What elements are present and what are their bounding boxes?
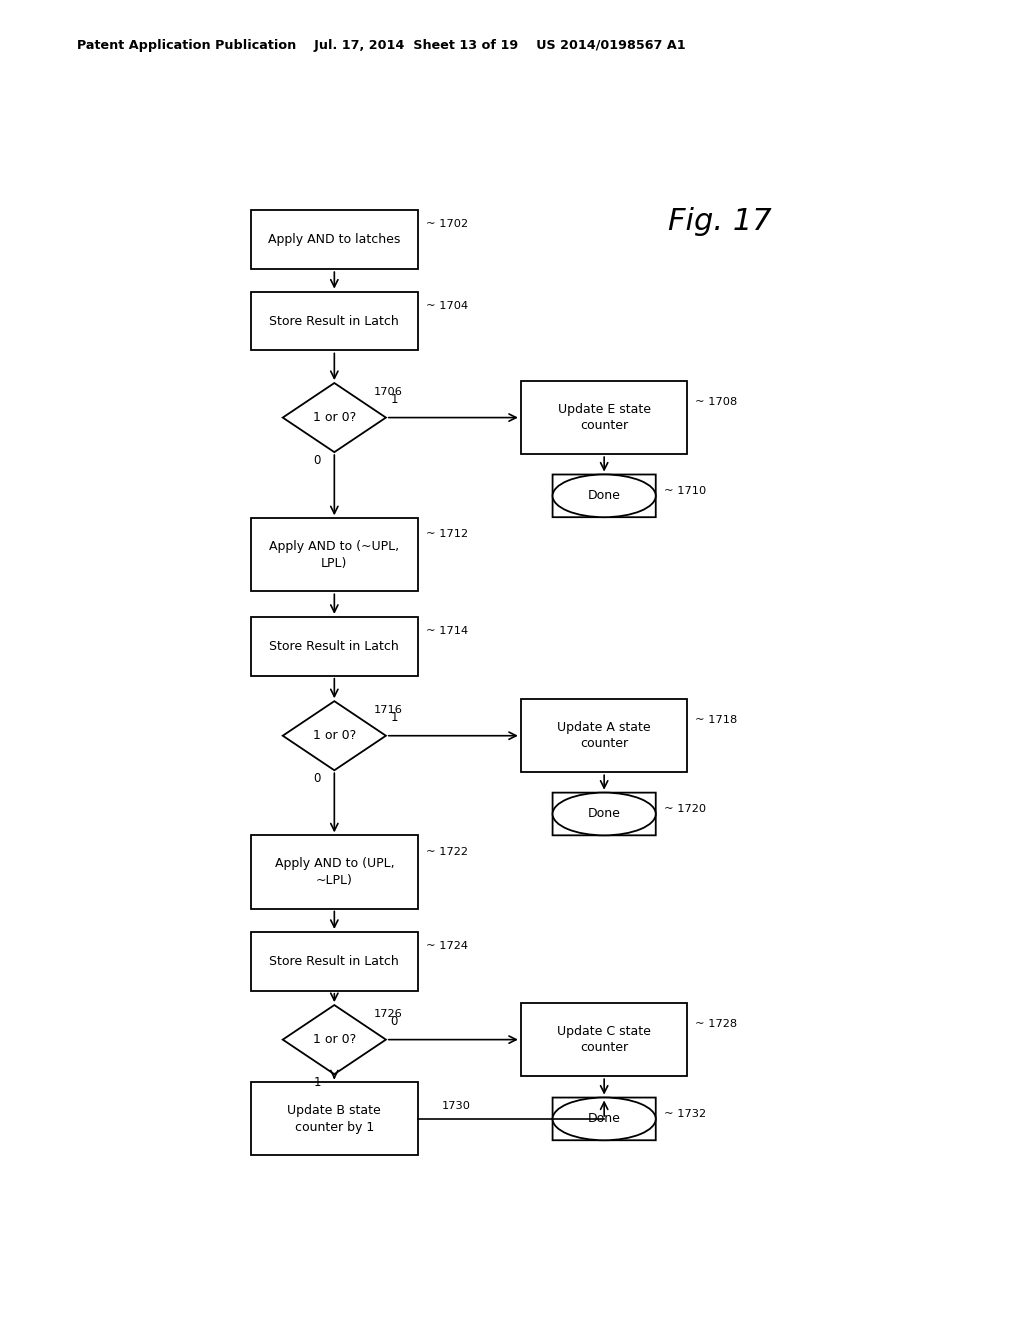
Text: ~ 1722: ~ 1722 [426, 846, 468, 857]
FancyBboxPatch shape [251, 1082, 418, 1155]
Text: ~ 1704: ~ 1704 [426, 301, 468, 310]
Text: ~ 1708: ~ 1708 [695, 397, 737, 408]
Ellipse shape [553, 1097, 655, 1140]
FancyBboxPatch shape [521, 381, 687, 454]
Text: ~ 1728: ~ 1728 [695, 1019, 737, 1030]
Text: ~ 1710: ~ 1710 [664, 486, 706, 496]
Text: Done: Done [588, 1113, 621, 1126]
Ellipse shape [553, 792, 655, 836]
Text: Done: Done [588, 808, 621, 821]
Text: 1706: 1706 [374, 387, 402, 397]
FancyBboxPatch shape [553, 474, 655, 517]
Text: ~ 1732: ~ 1732 [664, 1109, 706, 1119]
Text: ~ 1718: ~ 1718 [695, 715, 737, 726]
FancyBboxPatch shape [251, 519, 418, 591]
Text: 1 or 0?: 1 or 0? [312, 1034, 356, 1047]
FancyBboxPatch shape [251, 292, 418, 351]
FancyBboxPatch shape [251, 616, 418, 676]
Text: 1: 1 [313, 1076, 322, 1089]
Text: Update A state
counter: Update A state counter [557, 721, 651, 751]
FancyBboxPatch shape [521, 700, 687, 772]
Text: Patent Application Publication    Jul. 17, 2014  Sheet 13 of 19    US 2014/01985: Patent Application Publication Jul. 17, … [77, 38, 685, 51]
Text: 0: 0 [313, 772, 322, 785]
FancyBboxPatch shape [251, 836, 418, 908]
Text: ~ 1702: ~ 1702 [426, 219, 468, 230]
Text: Update B state
counter by 1: Update B state counter by 1 [288, 1104, 381, 1134]
Text: Apply AND to (UPL,
~LPL): Apply AND to (UPL, ~LPL) [274, 857, 394, 887]
Text: Update E state
counter: Update E state counter [558, 403, 650, 433]
Text: 1: 1 [391, 393, 398, 407]
Text: Store Result in Latch: Store Result in Latch [269, 954, 399, 968]
Polygon shape [283, 1005, 386, 1074]
Text: 1: 1 [391, 711, 398, 725]
Polygon shape [283, 701, 386, 771]
Text: Apply AND to latches: Apply AND to latches [268, 234, 400, 247]
Text: 0: 0 [391, 1015, 398, 1028]
Text: ~ 1714: ~ 1714 [426, 626, 468, 636]
Ellipse shape [553, 474, 655, 517]
FancyBboxPatch shape [521, 1003, 687, 1076]
Text: Fig. 17: Fig. 17 [668, 206, 771, 235]
Text: 1716: 1716 [374, 705, 402, 715]
Text: Update C state
counter: Update C state counter [557, 1024, 651, 1055]
FancyBboxPatch shape [553, 1097, 655, 1140]
FancyBboxPatch shape [251, 210, 418, 269]
Text: Done: Done [588, 490, 621, 503]
Polygon shape [283, 383, 386, 453]
Text: 1 or 0?: 1 or 0? [312, 729, 356, 742]
Text: 1730: 1730 [441, 1101, 470, 1110]
Text: ~ 1712: ~ 1712 [426, 529, 468, 540]
Text: 1 or 0?: 1 or 0? [312, 411, 356, 424]
Text: 0: 0 [313, 454, 322, 467]
Text: Apply AND to (~UPL,
LPL): Apply AND to (~UPL, LPL) [269, 540, 399, 569]
Text: 1726: 1726 [374, 1010, 402, 1019]
FancyBboxPatch shape [251, 932, 418, 991]
FancyBboxPatch shape [553, 792, 655, 836]
Text: ~ 1720: ~ 1720 [664, 804, 706, 814]
Text: Store Result in Latch: Store Result in Latch [269, 314, 399, 327]
Text: Store Result in Latch: Store Result in Latch [269, 640, 399, 653]
Text: ~ 1724: ~ 1724 [426, 941, 468, 952]
